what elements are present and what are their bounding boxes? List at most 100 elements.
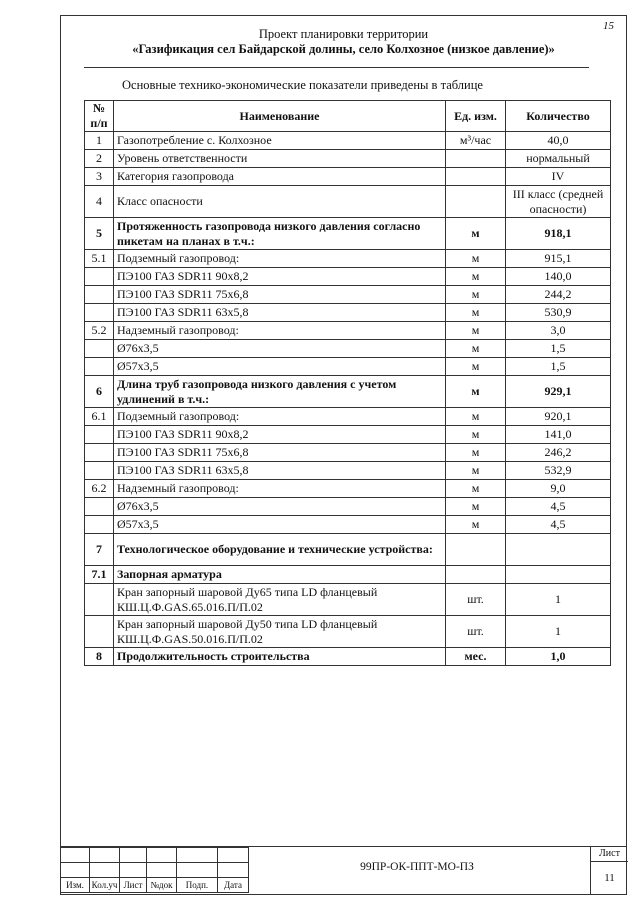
row-name: ПЭ100 ГАЗ SDR11 90х8,2	[113, 267, 446, 286]
row-num	[84, 303, 114, 322]
row-qty: 141,0	[505, 425, 611, 444]
table-row: 3 Категория газопровода IV	[84, 167, 611, 186]
row-name: Уровень ответственности	[113, 149, 446, 168]
row-unit: м	[445, 407, 506, 426]
row-qty	[505, 565, 611, 584]
row-num: 6.2	[84, 479, 114, 498]
row-qty: 244,2	[505, 285, 611, 304]
table-row: ПЭ100 ГАЗ SDR11 90х8,2 м 141,0	[84, 425, 611, 444]
stamp-column-label: Изм.	[60, 877, 90, 893]
table-row: 6 Длина труб газопровода низкого давления…	[84, 375, 611, 408]
sheet-label: Лист	[591, 847, 628, 862]
row-num: 1	[84, 131, 114, 150]
row-num: 4	[84, 185, 114, 218]
row-unit: м	[445, 425, 506, 444]
table-row: Кран запорный шаровой Ду50 типа LD фланц…	[84, 615, 611, 648]
stamp-cell	[176, 847, 218, 863]
stamp-cell	[89, 862, 120, 878]
stamp-cell	[60, 862, 90, 878]
row-unit	[445, 565, 506, 584]
row-name: Протяженность газопровода низкого давлен…	[113, 217, 446, 250]
row-num	[84, 461, 114, 480]
row-num	[84, 583, 114, 616]
stamp-row	[60, 847, 249, 863]
table-row: Ø76х3,5 м 1,5	[84, 339, 611, 358]
row-name: Длина труб газопровода низкого давления …	[113, 375, 446, 408]
row-name: Кран запорный шаровой Ду50 типа LD фланц…	[113, 615, 446, 648]
row-num	[84, 425, 114, 444]
row-unit: м	[445, 249, 506, 268]
table-row: Кран запорный шаровой Ду65 типа LD фланц…	[84, 583, 611, 616]
row-num: 8	[84, 647, 114, 666]
row-qty: 1,5	[505, 357, 611, 376]
row-num: 7	[84, 533, 114, 566]
row-qty: 4,5	[505, 515, 611, 534]
table-row: 4 Класс опасности III класс (средней опасн…	[84, 185, 611, 218]
row-num	[84, 443, 114, 462]
row-unit	[445, 533, 506, 566]
row-qty: 4,5	[505, 497, 611, 516]
table-row: ПЭ100 ГАЗ SDR11 75х6,8 м 244,2	[84, 285, 611, 304]
stamp-column-label: Лист	[119, 877, 147, 893]
table-row: 6.2 Надземный газопровод: м 9,0	[84, 479, 611, 498]
row-num	[84, 515, 114, 534]
row-num	[84, 615, 114, 648]
row-num	[84, 267, 114, 286]
table-row: ПЭ100 ГАЗ SDR11 90х8,2 м 140,0	[84, 267, 611, 286]
row-unit: м	[445, 217, 506, 250]
row-name: Кран запорный шаровой Ду65 типа LD фланц…	[113, 583, 446, 616]
row-unit: м	[445, 515, 506, 534]
row-num: 2	[84, 149, 114, 168]
row-unit	[445, 149, 506, 168]
page-frame	[60, 15, 627, 895]
table-row: Ø57х3,5 м 1,5	[84, 357, 611, 376]
intro-text: Основные технико-экономические показател…	[122, 78, 483, 92]
table-row: 7.1 Запорная арматура	[84, 565, 611, 584]
row-unit: мес.	[445, 647, 506, 666]
table-row: Ø76х3,5 м 4,5	[84, 497, 611, 516]
row-unit: м	[445, 285, 506, 304]
row-unit: м	[445, 339, 506, 358]
row-qty: 9,0	[505, 479, 611, 498]
stamp-column-label: №док	[146, 877, 177, 893]
row-num	[84, 285, 114, 304]
row-unit: шт.	[445, 615, 506, 648]
row-name: Надземный газопровод:	[113, 479, 446, 498]
row-qty: 929,1	[505, 375, 611, 408]
header-qty: Количество	[505, 100, 611, 132]
row-name: Запорная арматура	[113, 565, 446, 584]
row-qty: 530,9	[505, 303, 611, 322]
stamp-column-label: Дата	[217, 877, 249, 893]
row-unit: м	[445, 461, 506, 480]
row-num: 3	[84, 167, 114, 186]
table-row: 2 Уровень ответственности нормальный	[84, 149, 611, 168]
row-qty: 1,0	[505, 647, 611, 666]
stamp-cell	[119, 847, 147, 863]
row-num	[84, 339, 114, 358]
stamp-cell	[146, 862, 177, 878]
title-block: Изм. Кол.уч Лист №док Подп. Дата 99ПР-ОК-ППТ-…	[60, 846, 628, 895]
header-line-1: Проект планировки территории	[258, 27, 429, 41]
table-header-row: № п/п Наименование Ед. изм. Количество	[84, 100, 611, 132]
row-qty: 920,1	[505, 407, 611, 426]
row-name: Продолжительность строительства	[113, 647, 446, 666]
row-qty: нормальный	[505, 149, 611, 168]
stamp-row	[60, 862, 249, 878]
row-unit: м	[445, 321, 506, 340]
table-row: 1 Газопотребление с. Колхозное м³/час 40,0	[84, 131, 611, 150]
row-name: Категория газопровода	[113, 167, 446, 186]
row-num: 5	[84, 217, 114, 250]
row-qty: 1	[505, 615, 611, 648]
row-unit: м	[445, 443, 506, 462]
stamp-column-label: Подп.	[176, 877, 218, 893]
stamp-cell	[176, 862, 218, 878]
row-unit: м³/час	[445, 131, 506, 150]
table-row: 5 Протяженность газопровода низкого давле…	[84, 217, 611, 250]
row-unit: шт.	[445, 583, 506, 616]
table-row: 8 Продолжительность строительства мес. 1,0	[84, 647, 611, 666]
row-qty: 246,2	[505, 443, 611, 462]
row-qty: 140,0	[505, 267, 611, 286]
table-row: 5.1 Подземный газопровод: м 915,1	[84, 249, 611, 268]
row-name: Класс опасности	[113, 185, 446, 218]
header-name: Наименование	[113, 100, 446, 132]
